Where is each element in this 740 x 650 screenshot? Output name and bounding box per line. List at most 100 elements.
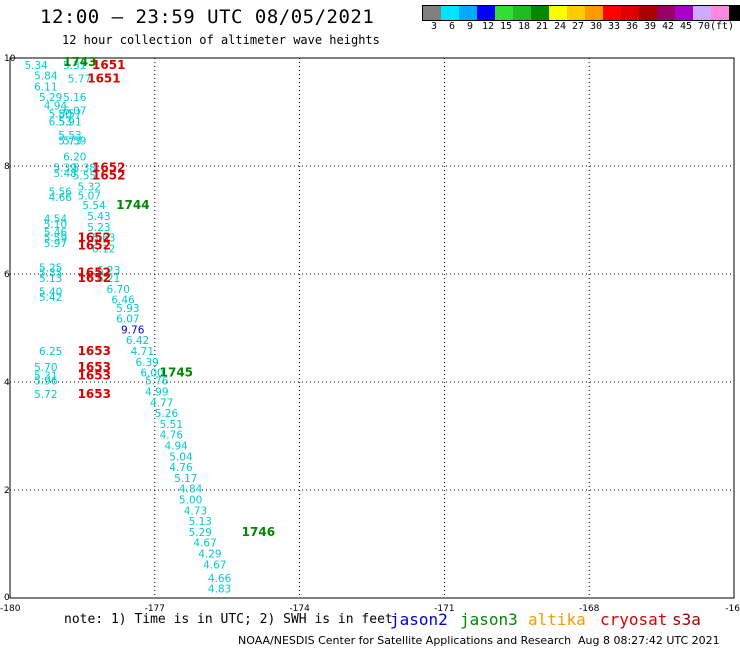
wave-height-label: 4.67 (203, 559, 226, 571)
pass-time-label: 1745 (160, 366, 193, 380)
wave-height-label: 5.73 (58, 135, 81, 147)
x-tick-label: -171 (434, 604, 454, 614)
pass-time-label: 1746 (242, 525, 275, 539)
wave-height-label: 5.59 (63, 135, 86, 147)
legend-label: 30 (590, 21, 603, 32)
legend-label: 27 (572, 21, 585, 32)
wave-height-label: 6.46 (111, 295, 135, 307)
wave-height-label: 5.42 (39, 292, 62, 304)
pass-time-label: 1652 (78, 271, 111, 285)
x-tick-label: -174 (289, 604, 310, 614)
legend-swatch (459, 6, 477, 20)
wave-height-label: 5.54 (82, 200, 106, 212)
color-scale-legend (422, 5, 740, 21)
legend-swatch (549, 6, 567, 20)
legend-swatch (441, 6, 459, 20)
mission-label: jason3 (460, 610, 518, 629)
wave-height-label: 6.00 (140, 368, 163, 380)
wave-height-label: 4.54 (44, 214, 68, 226)
wave-height-label: 5.29 (189, 527, 212, 539)
x-tick-label: -16 (725, 604, 740, 614)
legend-label: 36 (626, 21, 639, 32)
wave-height-label: 6.07 (63, 106, 86, 118)
wave-height-label: 5.55 (73, 171, 96, 183)
wave-height-label: 5.34 (24, 60, 48, 72)
legend-swatch (621, 6, 639, 20)
wave-height-label: 6.21 (97, 273, 120, 285)
y-tick-label: 2 (4, 486, 10, 496)
legend-label: 33 (608, 21, 621, 32)
wave-height-label: 5.29 (39, 92, 62, 104)
wave-height-label: 5.00 (179, 495, 202, 507)
wave-height-label: 4.66 (49, 192, 73, 204)
wave-height-label: 5.57 (58, 108, 81, 120)
footer-note: note: 1) Time is in UTC; 2) SWH is in fe… (64, 612, 393, 627)
wave-height-label: 4.83 (208, 584, 231, 596)
wave-height-label: 4.77 (150, 397, 173, 409)
y-tick-label: 8 (4, 162, 10, 172)
wave-height-label: 5.04 (169, 451, 193, 463)
wave-height-label: 5.77 (68, 73, 91, 85)
legend-swatch (729, 6, 740, 20)
legend-label: (ft) (710, 21, 735, 32)
pass-time-label: 1652 (78, 266, 111, 280)
legend-label: 6 (449, 21, 456, 32)
wave-height-label: 5.46 (44, 227, 68, 239)
legend-swatch (513, 6, 531, 20)
wave-height-label: 4.73 (184, 505, 207, 517)
legend-label: 9 (467, 21, 474, 32)
wave-height-label: 5.38 (73, 162, 96, 174)
wave-height-label: 6.20 (63, 152, 86, 164)
wave-height-label: 6.39 (135, 357, 158, 369)
wave-height-label: 4.99 (145, 387, 168, 399)
legend-label: 45 (680, 21, 693, 32)
pass-time-label: 1653 (78, 344, 111, 358)
pass-time-label: 1652 (92, 160, 125, 174)
color-scale-labels: 3 6 9 12 15 18 21 24 27 30 33 36 39 42 45 70 (ft) (422, 21, 740, 35)
pass-time-label: 1651 (92, 58, 125, 72)
wave-height-label: 5.91 (58, 117, 81, 129)
wave-height-label: 5.59 (44, 233, 67, 245)
wave-height-label: 5.39 (53, 162, 76, 174)
wave-height-label: 5.40 (39, 287, 62, 299)
wave-height-label: 5.70 (34, 362, 57, 374)
wave-height-label: 4.67 (193, 538, 216, 550)
wave-height-label: 4.29 (198, 549, 221, 561)
wave-height-label: 5.17 (174, 473, 197, 485)
wave-height-label: 5.26 (155, 408, 179, 420)
legend-label: 18 (518, 21, 531, 32)
wave-height-label: 5.13 (39, 273, 62, 285)
x-tick-label: -180 (0, 604, 21, 614)
y-tick-label: 10 (4, 54, 16, 64)
legend-label: 12 (482, 21, 495, 32)
wave-height-label: 6.11 (34, 81, 57, 93)
wave-height-label: 5.43 (87, 211, 110, 223)
wave-height-label: 4.94 (164, 441, 188, 453)
wave-height-label: 5.16 (63, 92, 87, 104)
legend-label: 24 (554, 21, 567, 32)
wave-height-label: 5.48 (53, 168, 76, 180)
x-tick-label: -177 (145, 604, 165, 614)
wave-height-label: 5.32 (78, 181, 101, 193)
wave-height-label: 5.53 (58, 130, 81, 142)
legend-label: 21 (536, 21, 549, 32)
legend-swatch (693, 6, 711, 20)
page-subtitle: 12 hour collection of altimeter wave hei… (62, 33, 380, 47)
footer-timestamp: Aug 8 08:27:42 UTC 2021 (578, 634, 720, 647)
wave-height-label: 5.23 (87, 222, 110, 234)
wave-height-label: 5.10 (44, 219, 67, 231)
wave-height-label: 5.76 (145, 376, 169, 388)
pass-time-label: 1653 (78, 368, 111, 382)
wave-height-label: 4.76 (160, 430, 184, 442)
legend-swatch (567, 6, 585, 20)
pass-time-label: 1653 (78, 387, 111, 401)
footer-credit: NOAA/NESDIS Center for Satellite Applica… (238, 634, 572, 647)
legend-swatch (675, 6, 693, 20)
pass-time-label: 1653 (78, 360, 111, 374)
pass-time-label: 1652 (78, 239, 111, 253)
mission-label: jason2 (390, 610, 448, 629)
legend-swatch (603, 6, 621, 20)
pass-time-label: 1651 (87, 71, 120, 85)
wave-height-label: 5.93 (116, 303, 139, 315)
legend-swatch (639, 6, 657, 20)
